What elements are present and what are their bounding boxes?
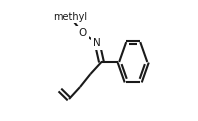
Text: O: O [78, 28, 87, 38]
Text: N: N [93, 38, 101, 48]
Text: methyl: methyl [53, 12, 87, 22]
Text: methyl: methyl [53, 12, 87, 22]
